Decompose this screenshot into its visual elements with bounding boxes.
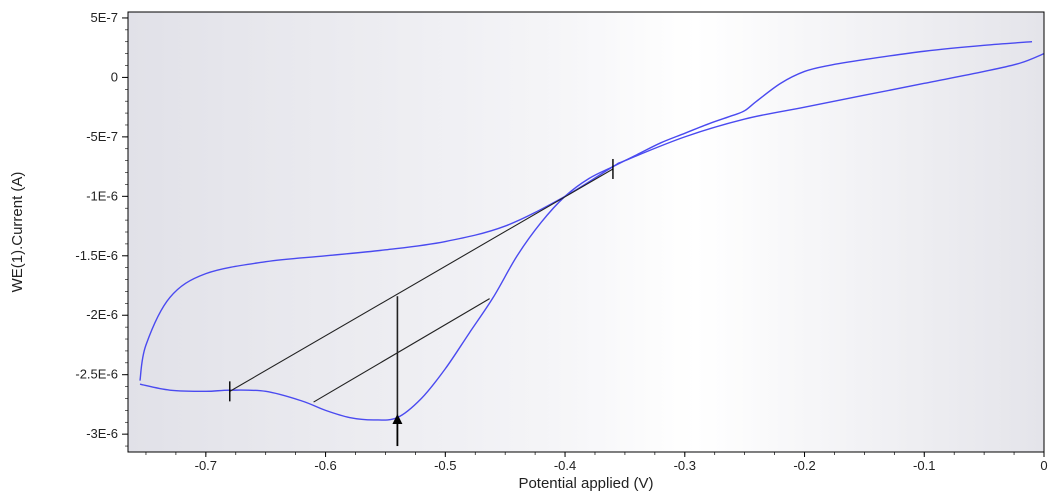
x-tick-label: -0.5 (434, 458, 456, 473)
y-axis-ticks: 5E-7 0 -5E-7 -1E-6 -1.5E-6 -2E-6 -2.5E-6 -3E-6 (75, 10, 128, 446)
x-tick-label: 0 (1040, 458, 1047, 473)
plot-area (128, 12, 1044, 452)
x-tick-label: -0.7 (195, 458, 217, 473)
x-tick-label: -0.4 (554, 458, 576, 473)
y-tick-label: -1.5E-6 (75, 248, 118, 263)
x-axis-title: Potential applied (V) (518, 475, 653, 492)
y-tick-label: -3E-6 (86, 426, 118, 441)
y-tick-label: 0 (111, 69, 118, 84)
x-axis-ticks: -0.7 -0.6 -0.5 -0.4 -0.3 -0.2 -0.1 0 (146, 452, 1048, 473)
x-tick-label: -0.2 (793, 458, 815, 473)
y-tick-label: 5E-7 (91, 10, 118, 25)
y-tick-label: -2E-6 (86, 307, 118, 322)
x-tick-label: -0.6 (314, 458, 336, 473)
y-axis-title: WE(1).Current (A) (9, 172, 26, 293)
y-tick-label: -2.5E-6 (75, 367, 118, 382)
x-tick-label: -0.1 (913, 458, 935, 473)
y-tick-label: -5E-7 (86, 129, 118, 144)
x-tick-label: -0.3 (674, 458, 696, 473)
y-tick-label: -1E-6 (86, 188, 118, 203)
